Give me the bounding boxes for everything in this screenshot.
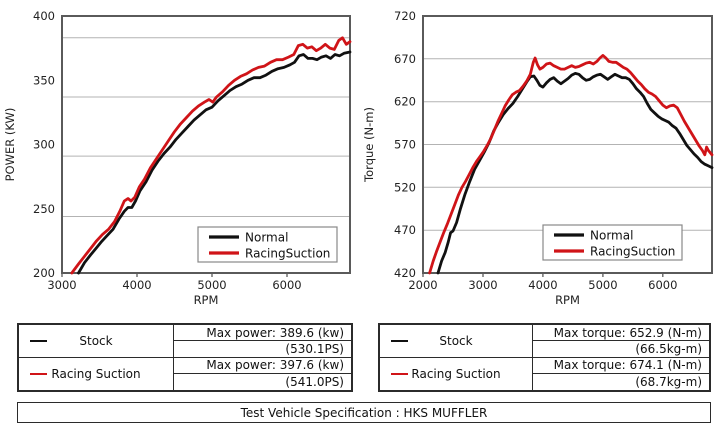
x-axis-label: RPM [555, 293, 580, 307]
legend-label: Normal [590, 229, 633, 243]
power-chart: 200 250 300 350 400 3000 4000 5000 6000 RPM POWER … [0, 0, 360, 315]
torque-chart: 420 470 520 570 620 670 720 2000 3000 4000 5000 600… [360, 0, 720, 315]
legend-label: RacingSuction [245, 247, 330, 261]
row-label: Stock [79, 333, 113, 348]
y-tick-label: 520 [394, 180, 416, 194]
x-tick-label: 6000 [272, 278, 301, 292]
max-torque-racing: Max torque: 674.1 (N-m) [533, 358, 709, 374]
x-axis-label: RPM [194, 293, 219, 307]
power-chart-svg: 200 250 300 350 400 3000 4000 5000 6000 RPM POWER … [3, 9, 352, 307]
row-label: Racing Suction [51, 366, 141, 381]
y-tick-label: 200 [33, 266, 55, 280]
y-tick-label: 300 [33, 138, 55, 152]
racing-line-swatch [391, 372, 408, 376]
max-torque-racing-kgm: (68.7kg-m) [635, 374, 702, 389]
y-tick-label: 420 [394, 266, 416, 280]
x-tick-label: 4000 [528, 278, 557, 292]
legend-box [197, 226, 338, 263]
plot-border [61, 15, 351, 274]
torque-spec-table: Stock Max torque: 652.9 (N-m) (66.5kg-m)… [378, 323, 711, 392]
x-tick-label: 3000 [468, 278, 497, 292]
max-power-stock-ps: (530.1PS) [174, 341, 351, 358]
legend-box [542, 224, 683, 261]
legend-label: RacingSuction [590, 245, 675, 259]
racingsuction-series-line [428, 54, 714, 275]
racingsuction-series-line [70, 36, 352, 275]
table-row: Stock [19, 325, 174, 358]
y-tick-label: 670 [394, 52, 416, 66]
max-power-racing-ps: (541.0PS) [285, 374, 344, 389]
legend-label: Normal [245, 231, 288, 245]
max-power-stock: Max power: 389.6 (kw) [174, 325, 351, 342]
max-torque-stock: Max torque: 652.9 (N-m) [533, 325, 709, 342]
torque-chart-svg: 420 470 520 570 620 670 720 2000 3000 4000 5000 600… [362, 9, 714, 307]
row-label: Stock [439, 333, 473, 348]
y-tick-label: 400 [33, 9, 55, 23]
test-vehicle-spec-banner: Test Vehicle Specification : HKS MUFFLER [17, 402, 711, 423]
x-tick-label: 5000 [588, 278, 617, 292]
y-tick-label: 350 [33, 73, 55, 87]
stock-line-swatch [30, 339, 47, 343]
y-tick-label: 570 [394, 138, 416, 152]
table-row: Racing Suction [380, 357, 533, 390]
x-tick-label: 3000 [47, 278, 76, 292]
racing-line-swatch [30, 372, 47, 376]
y-axis-label: Torque (N-m) [362, 107, 376, 183]
normal-series-line [77, 50, 352, 275]
max-torque-stock-kgm: (66.5kg-m) [533, 341, 709, 358]
y-tick-label: 720 [394, 9, 416, 23]
x-tick-label: 2000 [408, 278, 437, 292]
stock-line-swatch [391, 339, 408, 343]
power-spec-table: Stock Max power: 389.6 (kw) (530.1PS) Ra… [17, 323, 353, 392]
row-label: Racing Suction [411, 366, 501, 381]
x-tick-label: 6000 [648, 278, 677, 292]
y-tick-label: 250 [33, 202, 55, 216]
x-tick-label: 4000 [122, 278, 151, 292]
y-tick-label: 470 [394, 223, 416, 237]
plot-border [422, 15, 713, 274]
table-row: Stock [380, 325, 533, 358]
max-power-racing: Max power: 397.6 (kw) [174, 358, 351, 374]
y-tick-label: 620 [394, 95, 416, 109]
x-tick-label: 5000 [197, 278, 226, 292]
y-axis-label: POWER (KW) [3, 108, 17, 182]
table-row: Racing Suction [19, 357, 174, 390]
